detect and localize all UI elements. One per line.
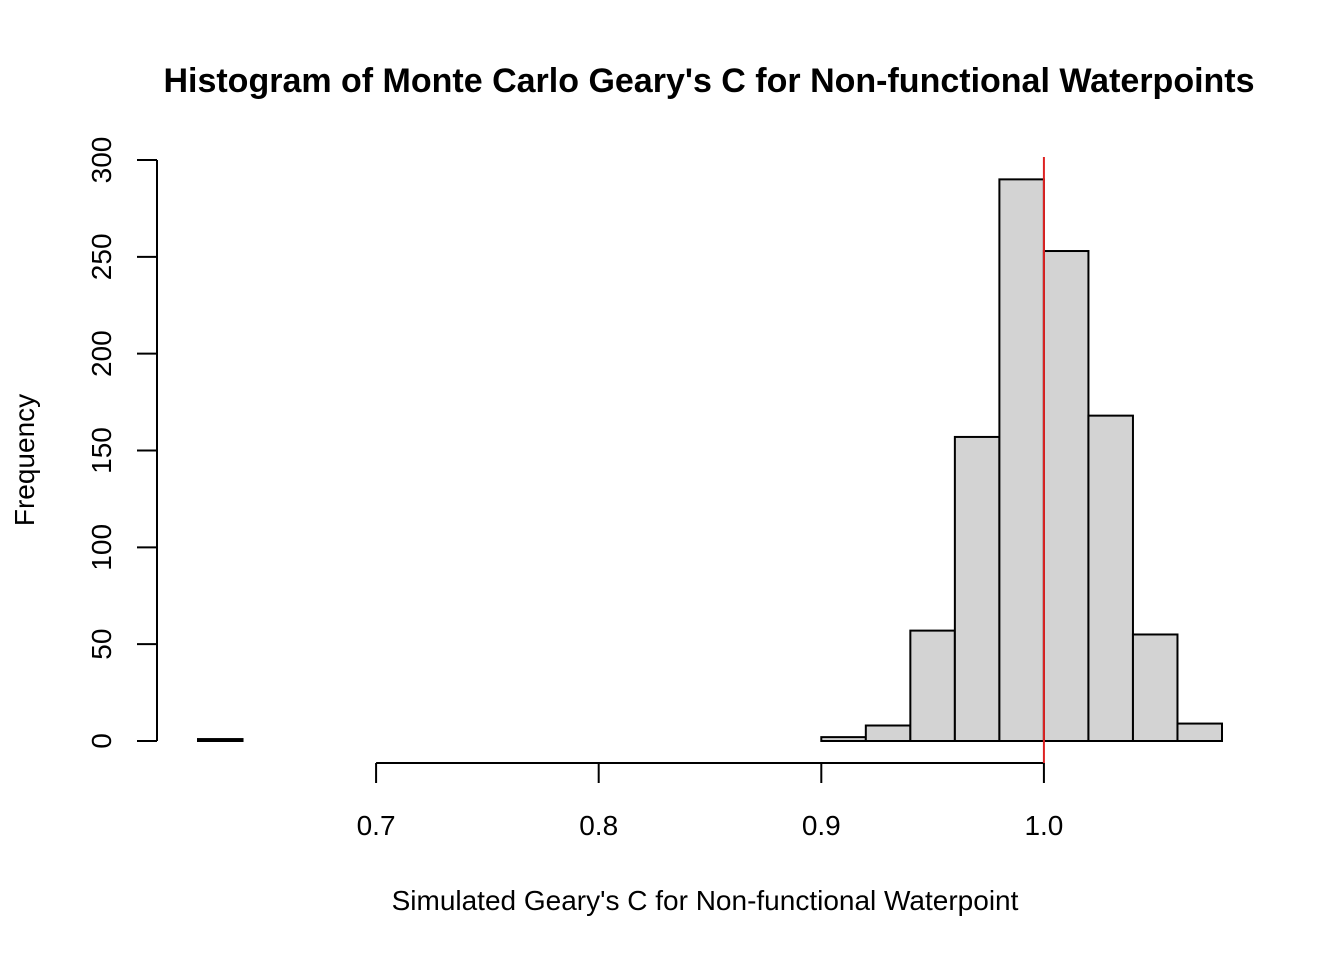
histogram-bar [197, 738, 244, 743]
x-tick-label: 0.8 [579, 810, 618, 841]
histogram-bar [953, 435, 1001, 742]
x-tick-label: 0.9 [802, 810, 841, 841]
y-axis: 0 50 100 150 200 250 300 [86, 137, 158, 749]
y-tick-label: 50 [86, 629, 117, 660]
y-tick-label: 0 [86, 733, 117, 749]
y-tick-label: 300 [86, 137, 117, 184]
histogram-bar [1042, 250, 1090, 742]
x-tick-label: 1.0 [1024, 810, 1063, 841]
y-axis-label: Frequency [9, 394, 40, 526]
histogram-bar [998, 178, 1045, 743]
chart-title: Histogram of Monte Carlo Geary's C for N… [163, 62, 1254, 100]
y-tick-label: 200 [86, 330, 117, 377]
x-axis: 0.7 0.8 0.9 1.0 [357, 762, 1063, 841]
histogram-bar [1087, 414, 1134, 742]
y-tick-label: 100 [86, 524, 117, 571]
histogram-bar [1131, 633, 1179, 743]
histogram-bar [864, 724, 912, 742]
histogram-bar [1176, 722, 1224, 743]
histogram-bar [820, 736, 867, 742]
x-tick-label: 0.7 [357, 810, 396, 841]
y-tick-label: 150 [86, 427, 117, 474]
histogram-bars [197, 178, 1224, 743]
y-tick-label: 250 [86, 233, 117, 280]
x-axis-label: Simulated Geary's C for Non-functional W… [392, 885, 1019, 916]
histogram-bar [909, 629, 956, 742]
